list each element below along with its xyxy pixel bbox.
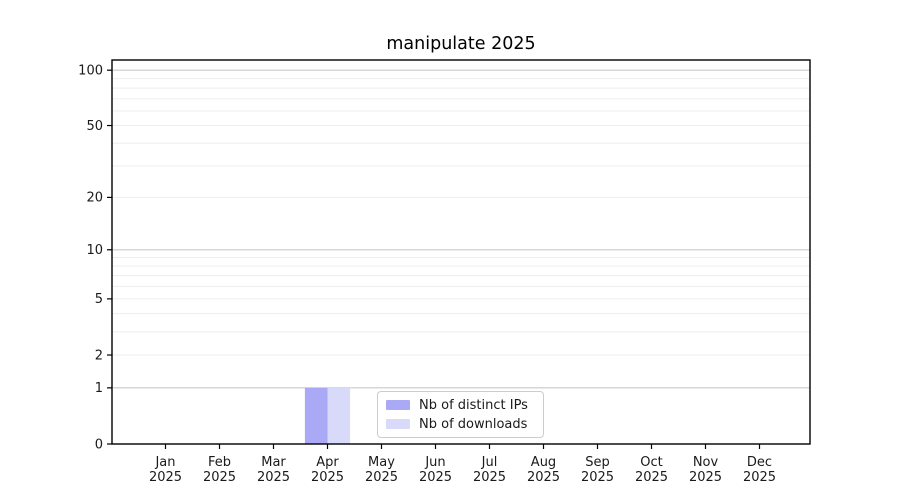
x-tick-label-year: 2025 xyxy=(365,470,398,485)
x-tick-label-month: Dec xyxy=(747,455,772,470)
chart-title: manipulate 2025 xyxy=(386,34,536,54)
x-tick-label-year: 2025 xyxy=(473,470,506,485)
x-tick-label-month: Nov xyxy=(693,455,719,470)
x-tick-label-year: 2025 xyxy=(311,470,344,485)
x-tick-label-month: Sep xyxy=(585,455,610,470)
legend-entry-distinct-ips: Nb of distinct IPs xyxy=(386,398,535,413)
legend-label-distinct-ips: Nb of distinct IPs xyxy=(419,397,528,413)
x-tick-label-month: Jan xyxy=(154,455,175,470)
x-tick-label-month: Apr xyxy=(316,455,339,470)
x-tick-label-year: 2025 xyxy=(635,470,668,485)
x-tick-label-year: 2025 xyxy=(527,470,560,485)
x-tick-label-month: Jul xyxy=(481,455,498,470)
x-tick-label-year: 2025 xyxy=(149,470,182,485)
x-tick-label-year: 2025 xyxy=(419,470,452,485)
y-tick-label: 10 xyxy=(86,243,103,258)
legend-swatch-distinct-ips xyxy=(386,400,410,410)
legend: Nb of distinct IPs Nb of downloads xyxy=(377,391,544,438)
y-tick-label: 20 xyxy=(86,191,103,206)
x-tick-label-month: May xyxy=(368,455,395,470)
legend-swatch-downloads xyxy=(386,419,410,429)
bar-downloads xyxy=(327,387,351,444)
x-tick-label-month: Oct xyxy=(640,455,662,470)
y-tick-label: 50 xyxy=(86,119,103,134)
bar-distinct-ips xyxy=(304,387,328,444)
x-tick-label-month: Mar xyxy=(261,455,286,470)
legend-label-downloads: Nb of downloads xyxy=(419,416,528,432)
x-tick-label-year: 2025 xyxy=(581,470,614,485)
x-tick-label-month: Aug xyxy=(531,455,556,470)
x-tick-label-year: 2025 xyxy=(689,470,722,485)
x-tick-label-year: 2025 xyxy=(203,470,236,485)
x-tick-label-year: 2025 xyxy=(743,470,776,485)
y-tick-label: 0 xyxy=(95,437,103,452)
x-tick-label-month: Jun xyxy=(424,455,445,470)
legend-entry-downloads: Nb of downloads xyxy=(386,417,535,432)
y-tick-label: 2 xyxy=(95,348,103,363)
y-tick-label: 100 xyxy=(78,63,103,78)
y-tick-label: 5 xyxy=(95,292,103,307)
x-tick-label-year: 2025 xyxy=(257,470,290,485)
x-tick-label-month: Feb xyxy=(208,455,231,470)
y-tick-label: 1 xyxy=(95,381,103,396)
plot-border xyxy=(111,59,811,445)
